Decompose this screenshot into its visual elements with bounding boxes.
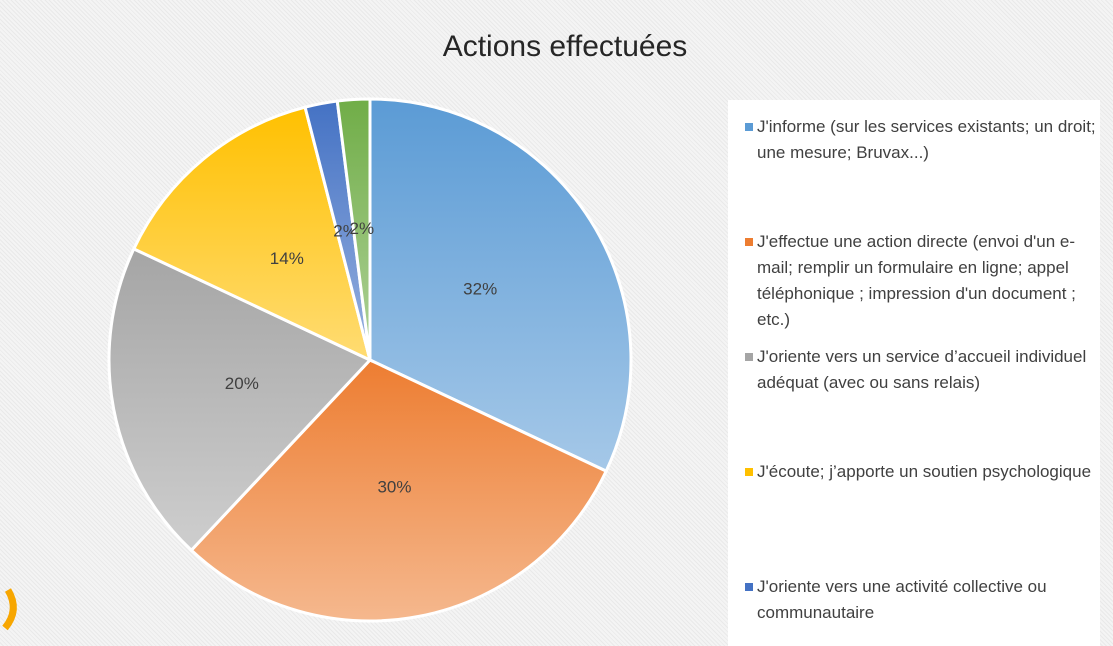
data-label: 2% (350, 219, 375, 238)
legend-swatch (745, 468, 753, 476)
legend-label: J'informe (sur les services existants; u… (757, 117, 1096, 162)
chart-title: Actions effectuées (443, 30, 688, 63)
pie-slice (368, 97, 633, 474)
legend-swatch (745, 353, 753, 361)
legend: J'informe (sur les services existants; u… (728, 100, 1100, 646)
data-label: 20% (225, 374, 259, 393)
pie-slice (335, 97, 372, 361)
logo-fragment (2, 588, 17, 631)
legend-item: J'oriente vers un service d’accueil indi… (745, 344, 1102, 396)
data-label: 32% (463, 280, 497, 299)
pie-slice (107, 246, 373, 553)
legend-label: J'effectue une action directe (envoi d'u… (757, 232, 1076, 329)
legend-swatch (745, 123, 753, 131)
legend-label: J'oriente vers un service d’accueil indi… (757, 347, 1087, 392)
data-label: 14% (270, 249, 304, 268)
legend-swatch (745, 238, 753, 246)
data-label: 30% (377, 478, 411, 497)
legend-item: J'oriente vers une activité collective o… (745, 574, 1102, 626)
legend-label: J'écoute; j’apporte un soutien psycholog… (757, 462, 1092, 481)
pie-slice (131, 105, 373, 363)
legend-item: J'écoute; j’apporte un soutien psycholog… (745, 459, 1102, 485)
legend-label: J'oriente vers une activité collective o… (757, 577, 1047, 622)
legend-item: J'effectue une action directe (envoi d'u… (745, 229, 1102, 333)
legend-swatch (745, 583, 753, 591)
pie-slice (189, 358, 609, 623)
legend-item: J'informe (sur les services existants; u… (745, 114, 1102, 166)
